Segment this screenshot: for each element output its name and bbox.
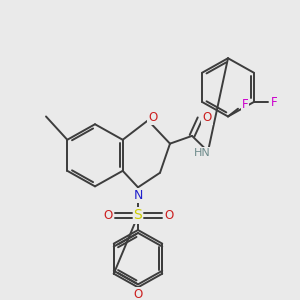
Text: F: F [271, 96, 277, 110]
Text: N: N [133, 189, 143, 202]
Text: O: O [148, 111, 158, 124]
Text: O: O [202, 111, 211, 124]
Text: F: F [242, 98, 248, 111]
Text: O: O [134, 288, 142, 300]
Text: O: O [164, 209, 174, 222]
Text: HN: HN [194, 148, 210, 158]
Text: S: S [134, 208, 142, 223]
Text: O: O [103, 209, 112, 222]
